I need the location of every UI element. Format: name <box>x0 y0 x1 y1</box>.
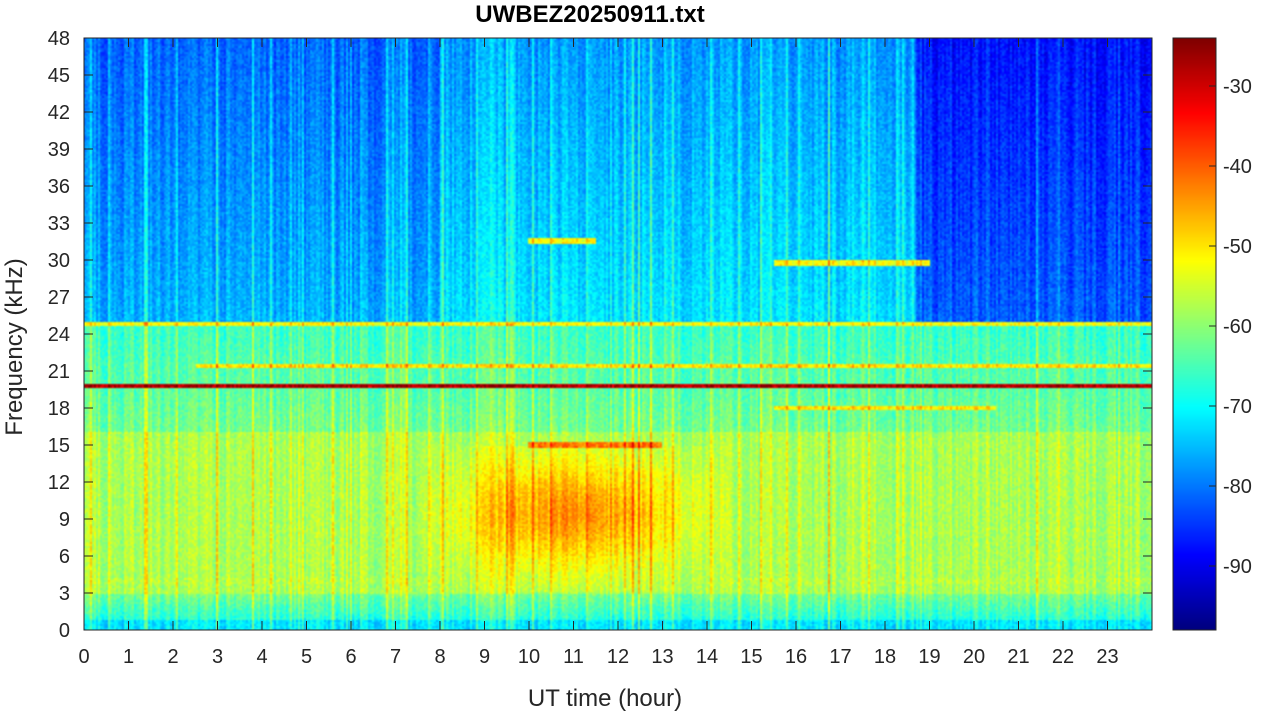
colorbar-axis: -30 -40 -50 -60 -70 -80 -90 <box>1209 76 1252 578</box>
x-tick-label: 11 <box>563 646 584 668</box>
x-tick-label: 1 <box>123 646 134 668</box>
y-tick-label: 33 <box>48 213 70 235</box>
y-tick-label: 0 <box>59 620 70 642</box>
spectrogram-heatmap <box>84 38 1152 630</box>
y-tick-label: 18 <box>48 398 70 420</box>
x-tick-label: 13 <box>651 646 673 668</box>
x-tick-label: 18 <box>874 646 896 668</box>
x-tick-label: 0 <box>78 646 89 668</box>
y-tick-label: 48 <box>48 28 70 50</box>
y-tick-label: 27 <box>48 287 70 309</box>
y-tick-label: 24 <box>48 324 70 346</box>
x-tick-label: 6 <box>345 646 356 668</box>
x-tick-label: 7 <box>390 646 401 668</box>
colorbar-tick-label: -80 <box>1223 476 1252 498</box>
y-tick-label: 9 <box>59 509 70 531</box>
plot-area <box>83 37 1153 631</box>
y-tick-label: 21 <box>48 361 70 383</box>
colorbar-frame <box>1172 37 1217 631</box>
y-tick-label: 45 <box>48 65 70 87</box>
x-tick-label: 3 <box>212 646 223 668</box>
x-tick-label: 10 <box>518 646 540 668</box>
y-tick-label: 12 <box>48 472 70 494</box>
x-axis: 0 1 2 3 4 5 6 7 8 9 10 11 12 13 14 15 16 17 18 19 20 21 22 23 <box>78 38 1119 668</box>
y-tick-label: 15 <box>48 435 70 457</box>
x-tick-label: 4 <box>256 646 267 668</box>
x-tick-label: 15 <box>740 646 762 668</box>
x-tick-label: 5 <box>301 646 312 668</box>
x-tick-label: 19 <box>918 646 940 668</box>
x-tick-label: 23 <box>1096 646 1118 668</box>
colorbar-gradient <box>1173 38 1216 630</box>
x-tick-label: 22 <box>1052 646 1074 668</box>
x-tick-label: 14 <box>696 646 718 668</box>
x-tick-label: 16 <box>785 646 807 668</box>
colorbar-tick-label: -30 <box>1223 76 1252 98</box>
colorbar <box>1172 37 1217 631</box>
y-tick-label: 39 <box>48 139 70 161</box>
x-tick-label: 9 <box>479 646 490 668</box>
x-tick-label: 12 <box>607 646 629 668</box>
x-tick-label: 17 <box>829 646 851 668</box>
colorbar-tick-label: -90 <box>1223 556 1252 578</box>
x-tick-label: 8 <box>434 646 445 668</box>
x-tick-label: 2 <box>167 646 178 668</box>
colorbar-tick-label: -60 <box>1223 316 1252 338</box>
x-tick-label: 21 <box>1007 646 1029 668</box>
y-tick-label: 30 <box>48 250 70 272</box>
y-tick-label: 42 <box>48 102 70 124</box>
y-tick-label: 36 <box>48 176 70 198</box>
colorbar-tick-label: -50 <box>1223 236 1252 258</box>
x-tick-label: 20 <box>963 646 985 668</box>
x-axis-label: UT time (hour) <box>528 685 682 712</box>
colorbar-tick-label: -40 <box>1223 156 1252 178</box>
y-tick-label: 3 <box>59 583 70 605</box>
y-axis-label: Frequency (kHz) <box>1 258 28 435</box>
colorbar-tick-label: -70 <box>1223 396 1252 418</box>
chart-title: UWBEZ20250911.txt <box>475 1 704 28</box>
y-tick-label: 6 <box>59 546 70 568</box>
